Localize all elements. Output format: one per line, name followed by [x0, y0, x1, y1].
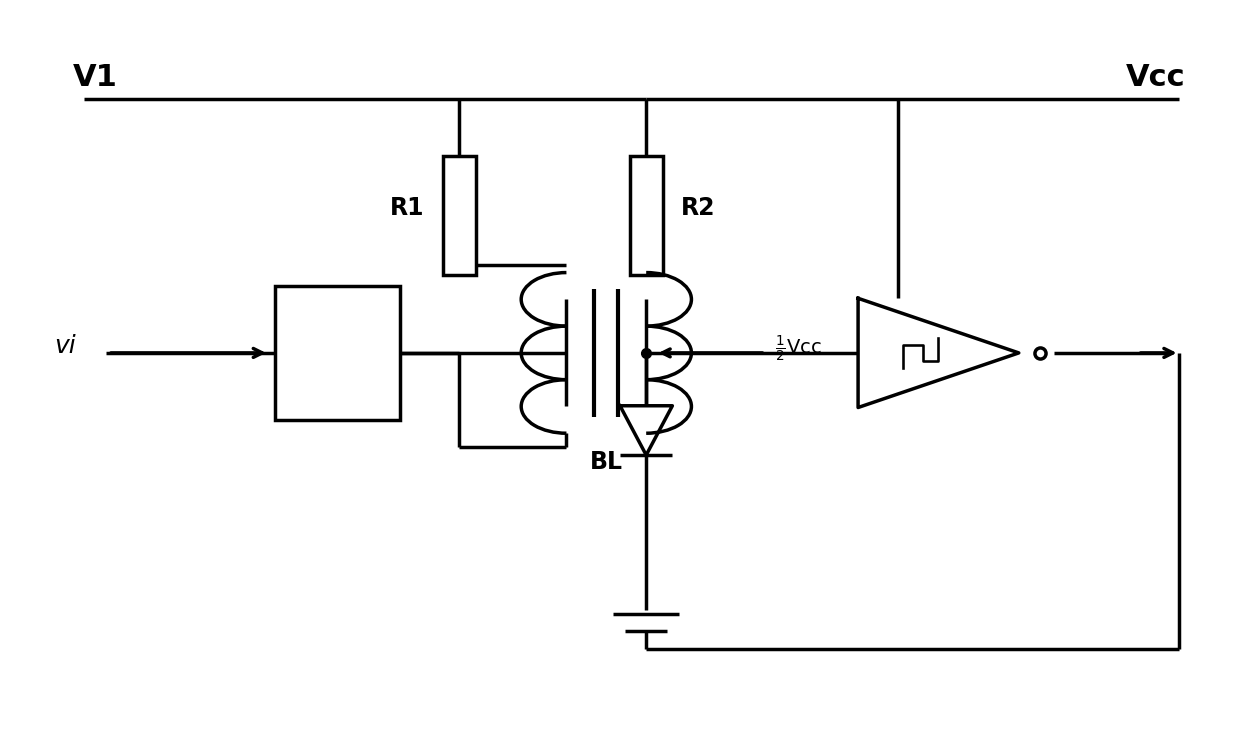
Text: BL: BL: [590, 450, 622, 474]
Text: R1: R1: [391, 197, 425, 220]
Bar: [443, 156, 476, 275]
Polygon shape: [620, 406, 672, 455]
Text: R2: R2: [681, 197, 715, 220]
Bar: [630, 156, 663, 275]
Text: $\mathregular{\frac{1}{2}}$Vcc: $\mathregular{\frac{1}{2}}$Vcc: [775, 335, 821, 364]
Text: V1: V1: [72, 63, 118, 92]
Text: Vcc: Vcc: [1126, 63, 1185, 92]
Text: vi: vi: [55, 334, 77, 358]
Bar: [275, 286, 399, 420]
Text: D/: D/: [319, 320, 343, 340]
Polygon shape: [858, 298, 1019, 407]
Text: A: A: [336, 372, 352, 393]
